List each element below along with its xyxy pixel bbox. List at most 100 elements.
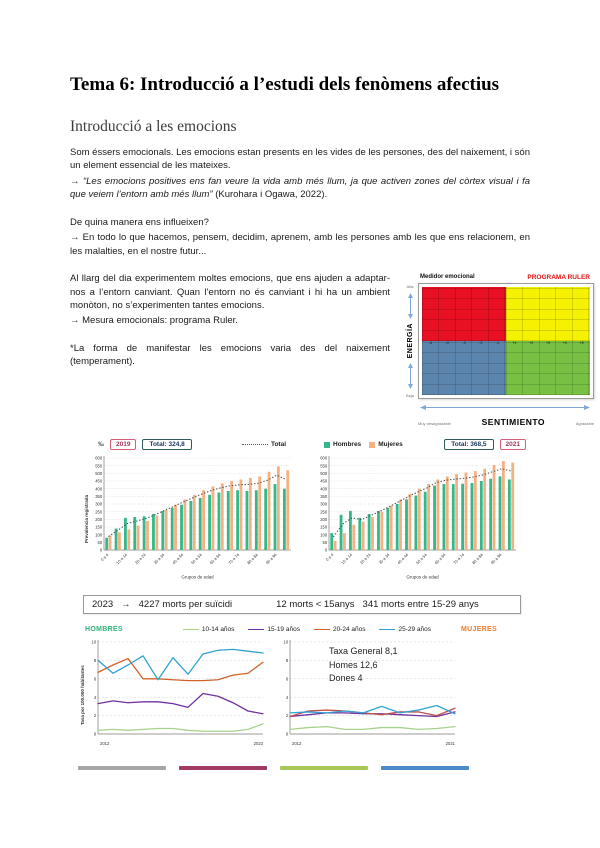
suicide-chart-hombres: Tasa por 100.000 habitantes 0 2 4 6 8 10 2012 2… [80,637,267,752]
paragraph-influence: → En todo lo que hacemos, pensem, decidi… [70,232,530,257]
svg-text:20 a 24: 20 a 24 [359,552,373,566]
ruler-quadrant-green [506,341,590,396]
stats-sub2: 341 morts entre 15-29 anys [362,599,479,611]
svg-text:2012: 2012 [292,741,302,746]
ruler-title-right: PROGRAMA RULER [527,274,590,282]
paragraph-question: De quina manera ens influeixen? [70,216,209,228]
svg-text:150: 150 [320,525,328,530]
dotted-line-swatch [241,444,268,446]
line-chart-hombres: 0 2 4 6 8 10 2012 2023 [85,637,267,752]
year-badge-2019: 2019 [110,439,137,451]
svg-text:500: 500 [320,471,328,476]
up-down-arrow-icon [407,362,413,389]
ruler-y-top-label: Alta [406,284,414,290]
svg-text:50 a 54: 50 a 54 [190,552,204,566]
ruler-y-bottom-label: Baja [405,393,414,398]
svg-text:20 a 24: 20 a 24 [134,552,148,566]
bar-chart-2021: 0 50 100 150 200 250 300 350 400 450 500 550 600 0 a … [314,452,519,585]
svg-text:550: 550 [320,463,328,468]
svg-text:6: 6 [94,676,97,681]
svg-text:10 a 14: 10 a 14 [340,552,354,566]
hombres-mujeres-legend: Hombres Mujeres [324,441,403,448]
svg-text:0: 0 [100,548,103,553]
suicide-stats-box: 2023 → 4227 morts per suïcidi 12 morts <… [83,595,521,615]
ruler-x-right-label: Agradable [575,421,594,427]
taxa-annotation: Taxa General 8,1 Homes 12,6 Dones 4 [329,646,398,684]
paragraph-quote: → “Les emocions positives ens fan veure … [70,175,530,202]
svg-text:Grupos de edad: Grupos de edad [181,575,214,580]
age-legend-row: HOMBRES 10-14 años 15-19 años 20-24 años 25… [85,626,497,633]
svg-text:70 a 74: 70 a 74 [452,552,466,566]
line-chart-mujeres: 0 2 4 6 8 10 2012 2021 [277,637,459,752]
paragraph-intro: Som éssers emocionals. Les emocions esta… [70,146,530,172]
svg-text:4: 4 [286,695,289,700]
total-box-2021: Total: 368,5 [444,439,494,451]
prevalence-chart-2019: ‰ 2019 Total: 324,8 Total Prevalencia re… [84,437,294,585]
svg-text:300: 300 [320,502,328,507]
svg-text:150: 150 [95,525,103,530]
hombres-label: HOMBRES [85,626,123,634]
ruler-y-axis-label: ENERGÍA [406,323,414,359]
ruler-quadrant-yellow [506,287,590,342]
svg-text:400: 400 [95,486,103,491]
svg-text:450: 450 [95,479,103,484]
ruler-x-axis-label: SENTIMIENTO [481,417,546,428]
svg-text:6: 6 [286,676,289,681]
svg-text:10: 10 [92,640,97,645]
ruler-quadrant-red [422,287,506,342]
ruler-title-left: Medidor emocional [420,274,475,281]
svg-text:Grupos de edad: Grupos de edad [406,575,439,580]
up-down-arrow-icon [407,293,413,320]
svg-text:50: 50 [98,540,103,545]
svg-text:70 a 74: 70 a 74 [227,552,241,566]
ruler-figure: Medidor emocional PROGRAMA RULER Alta EN… [402,274,594,427]
svg-text:40 a 44: 40 a 44 [396,552,410,566]
svg-text:2: 2 [94,713,97,718]
ruler-quadrant-blue [422,341,506,396]
left-right-arrow-icon [420,405,590,411]
svg-text:2023: 2023 [254,741,264,746]
suicide-chart-mujeres: 0 2 4 6 8 10 2012 2021 Taxa General 8,1 Homes 1… [277,637,459,752]
svg-text:350: 350 [320,494,328,499]
svg-text:0: 0 [325,548,328,553]
paragraph-ruler-measure: → Mesura emocionals: programa Ruler. [70,315,238,327]
footer-color-bars [78,766,530,771]
stats-sub1: 12 morts < 15anys [276,599,355,611]
svg-text:50: 50 [323,540,328,545]
svg-text:80 a 84: 80 a 84 [246,552,260,566]
legend-total: Total [241,441,286,448]
svg-text:0: 0 [286,732,289,737]
svg-text:30 a 34: 30 a 34 [378,552,392,566]
year-badge-2021: 2021 [499,439,526,451]
svg-text:0: 0 [94,732,97,737]
svg-text:8: 8 [286,658,289,663]
stats-arrow: → [121,599,131,611]
svg-text:40 a 44: 40 a 44 [171,552,185,566]
svg-text:90 a 94: 90 a 94 [265,552,279,566]
quote-text: “Les emocions positives ens fan veure la… [70,175,531,201]
svg-text:550: 550 [95,463,103,468]
paragraph-adaptation: Al llarg del dia experimentem moltes emo… [70,273,390,311]
quote-arrow: → [70,175,83,187]
ruler-x-left-label: Muy desagradable [418,421,451,427]
section-heading: Introducció a les emocions [70,117,237,135]
svg-text:60 a 64: 60 a 64 [209,552,223,566]
svg-text:30 a 34: 30 a 34 [153,552,167,566]
permille-symbol: ‰ [98,441,104,448]
svg-text:200: 200 [320,517,328,522]
svg-text:0 a 4: 0 a 4 [100,552,110,562]
ruler-quadrants: -5 -4 -3 -2 -1 +1 +2 +3 +4 +5 [418,283,594,400]
svg-text:250: 250 [320,509,328,514]
svg-text:10 a 14: 10 a 14 [115,552,129,566]
svg-text:8: 8 [94,658,97,663]
ruler-number-scale: -5 -4 -3 -2 -1 +1 +2 +3 +4 +5 [428,341,584,346]
svg-text:600: 600 [320,456,328,461]
svg-text:450: 450 [320,479,328,484]
paragraph-temperament: *La forma de manifestar les emocions var… [70,342,390,368]
svg-text:90 a 94: 90 a 94 [490,552,504,566]
suicide-charts-row: Tasa por 100.000 habitantes 0 2 4 6 8 10 2012 2… [80,637,530,752]
mujeres-label: MUJERES [461,626,497,634]
svg-text:0 a 4: 0 a 4 [325,552,335,562]
svg-text:100: 100 [320,532,328,537]
